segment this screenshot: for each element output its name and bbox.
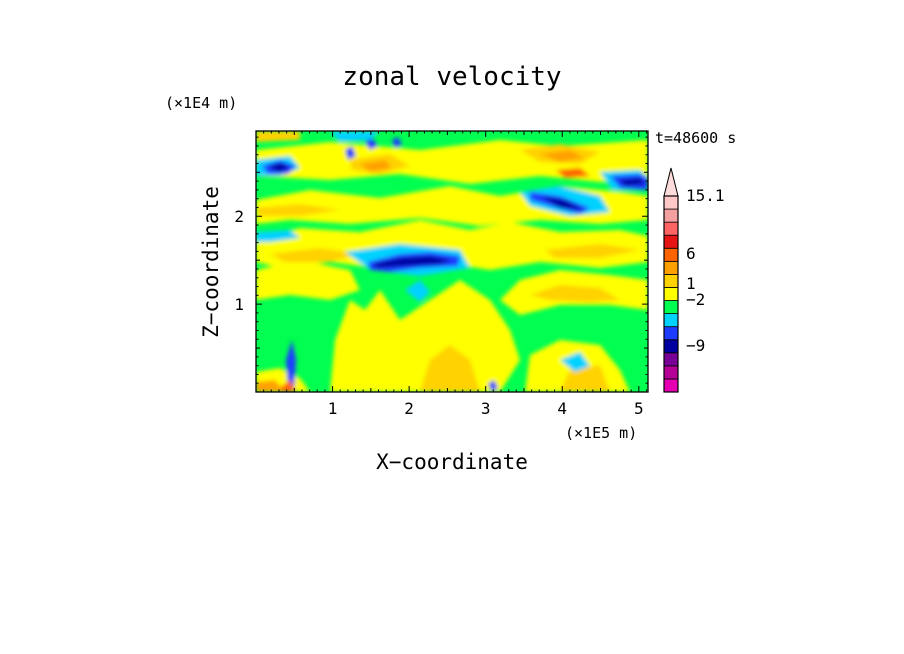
colorbar-segment	[663, 313, 679, 328]
colorbar-segment	[663, 208, 679, 223]
colorbar-segment	[663, 247, 679, 262]
colorbar-label: −2	[686, 290, 705, 309]
x-axis-label: X−coordinate	[376, 450, 528, 474]
colorbar-segment	[663, 221, 679, 236]
velocity-field	[256, 131, 648, 392]
colorbar-over-triangle	[663, 167, 679, 197]
colorbar-segment	[663, 339, 679, 354]
x-tick-label: 5	[634, 399, 644, 418]
y-tick-label: 1	[234, 295, 244, 314]
x-tick-label: 3	[481, 399, 491, 418]
colorbar-segment	[663, 326, 679, 341]
colorbar-label: 6	[686, 244, 696, 263]
x-tick-label: 2	[404, 399, 414, 418]
colorbar-label: 1	[686, 274, 696, 293]
y-axis-unit: (×1E4 m)	[165, 94, 237, 112]
plot-frame	[255, 130, 649, 393]
colorbar-segment	[663, 287, 679, 301]
colorbar	[663, 167, 679, 393]
colorbar-segment	[663, 195, 679, 210]
colorbar-segment	[663, 260, 679, 275]
y-axis-label: Z−coordinate	[199, 186, 223, 338]
x-tick-label: 4	[557, 399, 567, 418]
y-axis-ticks: 12	[234, 136, 648, 384]
chart-title: zonal velocity	[342, 62, 561, 92]
y-tick-label: 2	[234, 207, 244, 226]
x-axis-unit: (×1E5 m)	[565, 424, 637, 442]
time-label: t=48600 s	[655, 129, 736, 147]
colorbar-label: 15.1	[686, 186, 725, 205]
colorbar-label: −9	[686, 336, 705, 355]
colorbar-segment	[663, 273, 679, 288]
colorbar-segment	[663, 365, 679, 380]
colorbar-labels: 15.1 6 1−2 −9	[686, 186, 725, 355]
colorbar-segment	[663, 352, 679, 367]
colorbar-segment	[663, 300, 679, 314]
x-tick-label: 1	[328, 399, 338, 418]
colorbar-segment	[663, 378, 679, 393]
colorbar-segment	[663, 234, 679, 249]
x-axis-ticks: 1 2 3 4 5	[263, 131, 647, 418]
colorbar-frame	[663, 195, 679, 393]
